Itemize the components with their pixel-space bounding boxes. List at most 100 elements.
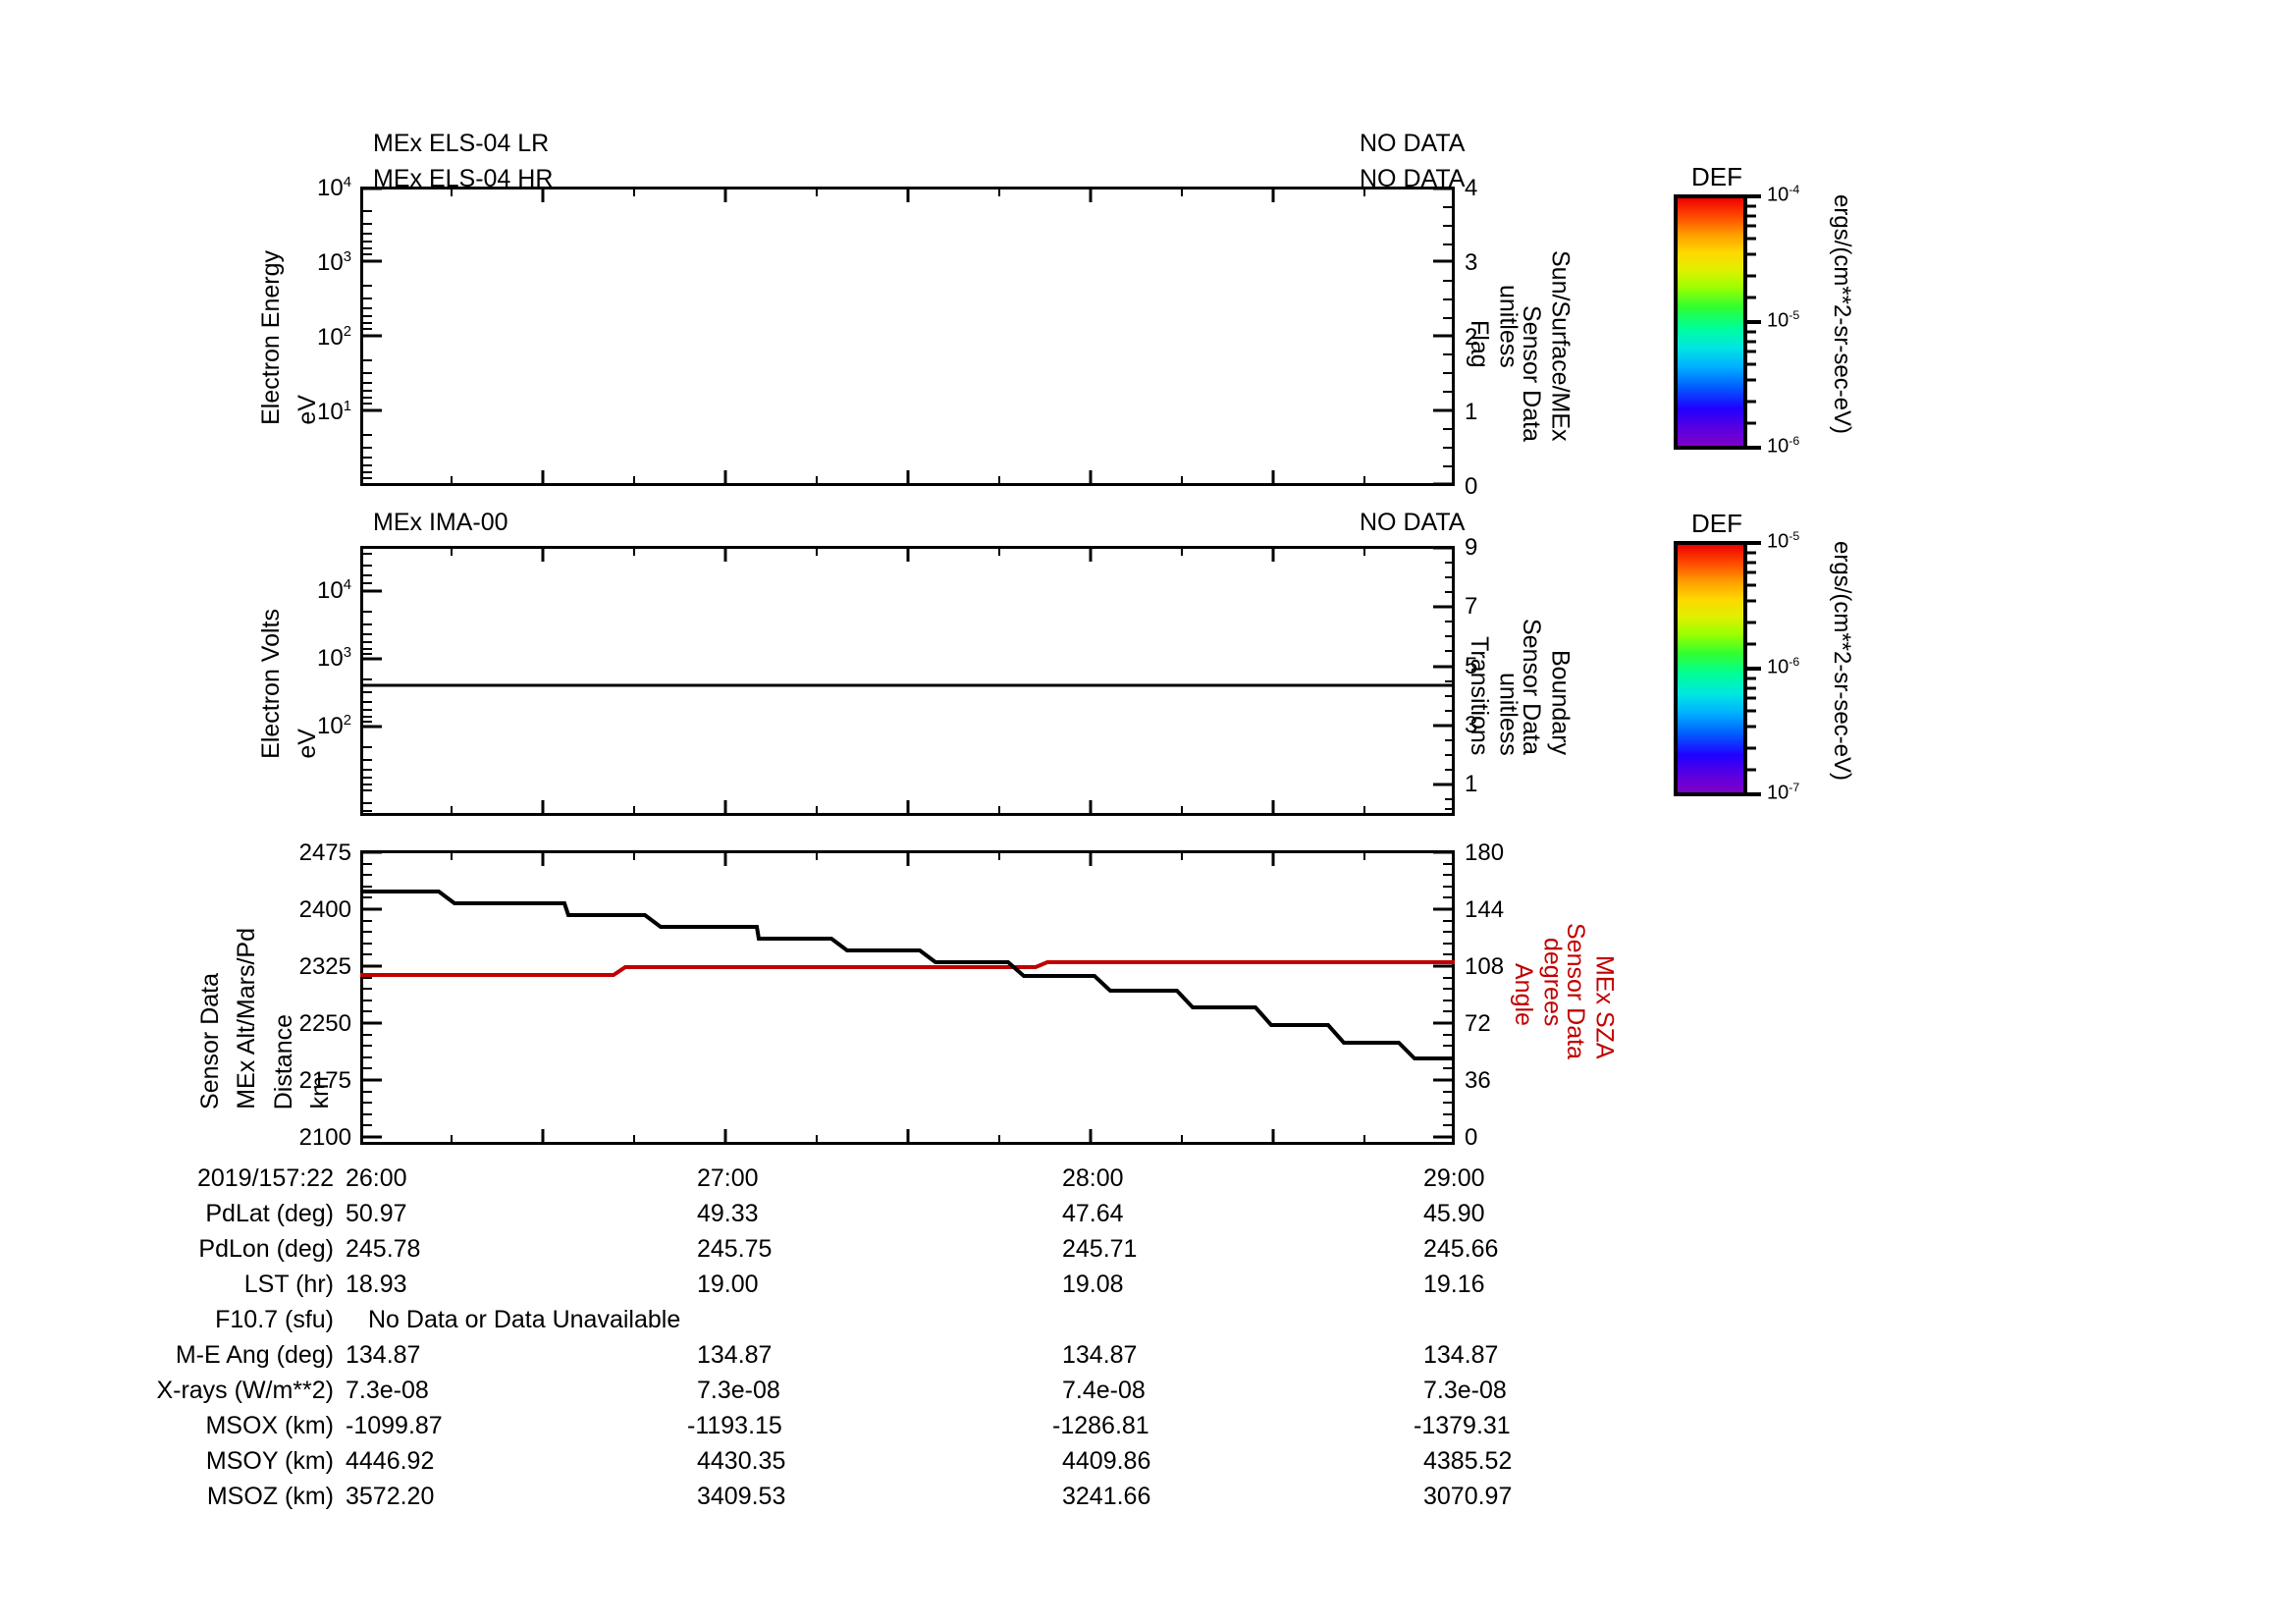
colorbar1-tick-bot: 10-6 <box>1767 434 1800 458</box>
panel3-ytick-3: 2250 <box>298 1010 351 1037</box>
panel2-ylabel: Electron Volts eV <box>257 609 322 764</box>
footer-row-7-col-0: -1099.87 <box>346 1412 443 1439</box>
panel2-right-ytick-4: 1 <box>1465 771 1478 797</box>
colorbar2-unit-label: ergs/(cm**2-sr-sec-eV) <box>1829 541 1855 782</box>
panel3-ytick-2: 2325 <box>298 953 351 980</box>
footer-row-7-col-2: -1286.81 <box>1052 1412 1149 1439</box>
colorbar2-tick-mid: 10-6 <box>1767 655 1800 678</box>
panel-altitude-sza-plot <box>360 850 1455 1145</box>
panel3-right-ytick-4: 36 <box>1465 1067 1491 1094</box>
footer-row-2-col-0: 245.78 <box>346 1235 421 1263</box>
colorbar2-tick-bot: 10-7 <box>1767 781 1800 804</box>
panel3-raxis-line3: Angle <box>1510 963 1537 1027</box>
panel3-ytick-1: 2400 <box>298 896 351 923</box>
footer-row-9-col-2: 3241.66 <box>1062 1483 1151 1510</box>
panel1-right-axis-subtitle: Flag unitless <box>1465 285 1522 373</box>
panel3-raxis-line4: degrees <box>1538 938 1567 1027</box>
panel1-raxis-line3: Flag <box>1466 320 1493 368</box>
footer-row-8-col-1: 4430.35 <box>697 1447 786 1475</box>
footer-row-0-col-0: 26:00 <box>346 1164 407 1192</box>
footer-row-label-2: PdLon (deg) <box>198 1235 334 1263</box>
panel1-right-ytick-0: 4 <box>1465 175 1478 201</box>
footer-row-6-col-1: 7.3e-08 <box>697 1377 780 1404</box>
panel2-header-right-1: NO DATA <box>1360 509 1466 536</box>
footer-row-label-7: MSOX (km) <box>205 1412 334 1439</box>
footer-row-8-col-2: 4409.86 <box>1062 1447 1151 1475</box>
colorbar1-title: DEF <box>1691 162 1742 191</box>
panel1-right-ytick-1: 3 <box>1465 249 1478 276</box>
colorbar2-gradient <box>1674 541 1747 796</box>
footer-row-2-col-1: 245.75 <box>697 1235 773 1263</box>
footer-row-9-col-0: 3572.20 <box>346 1483 435 1510</box>
panel2-ytick-1: 103 <box>317 645 351 672</box>
panel1-ytick-2: 102 <box>317 324 351 351</box>
panel3-ytick-5: 2100 <box>298 1124 351 1151</box>
footer-row-3-col-0: 18.93 <box>346 1271 407 1298</box>
footer-row-3-col-3: 19.16 <box>1423 1271 1485 1298</box>
panel2-ytick-2: 102 <box>317 713 351 739</box>
footer-row-label-6: X-rays (W/m**2) <box>156 1377 334 1404</box>
footer-row-5-col-1: 134.87 <box>697 1341 773 1369</box>
altitude-distance-line <box>360 890 1455 1060</box>
panel1-right-ytick-4: 0 <box>1465 473 1478 500</box>
colorbar1-ticks <box>1747 194 1761 450</box>
panel2-raxis-line1: Sensor Data <box>1518 619 1545 755</box>
footer-row-0-col-1: 27:00 <box>697 1164 759 1192</box>
panel3-right-axis-title: Sensor Data MEx SZA <box>1561 923 1618 1064</box>
panel-electron-volts-plot <box>360 546 1455 816</box>
footer-row-5-col-2: 134.87 <box>1062 1341 1138 1369</box>
panel1-header-left-1: MEx ELS-04 LR <box>373 130 550 157</box>
panel3-raxis-line1: Sensor Data <box>1562 923 1589 1059</box>
footer-row-8-col-0: 4446.92 <box>346 1447 435 1475</box>
footer-row-1-col-1: 49.33 <box>697 1200 759 1227</box>
footer-row-5-col-3: 134.87 <box>1423 1341 1499 1369</box>
panel3-ylabel-line2: MEx Alt/Mars/Pd <box>233 928 261 1109</box>
panel2-right-ytick-1: 7 <box>1465 593 1478 620</box>
panel3-raxis-line2: MEx SZA <box>1590 955 1619 1059</box>
footer-row-4-nodata-message: No Data or Data Unavailable <box>368 1306 681 1333</box>
panel3-ytick-4: 2175 <box>298 1067 351 1094</box>
footer-row-label-1: PdLat (deg) <box>205 1200 334 1227</box>
panel2-raxis-line4: unitless <box>1494 672 1522 756</box>
panel1-raxis-line4: unitless <box>1494 285 1522 368</box>
footer-row-label-9: MSOZ (km) <box>206 1483 334 1510</box>
footer-row-1-col-0: 50.97 <box>346 1200 407 1227</box>
panel-electron-energy-plot <box>360 187 1455 486</box>
footer-row-label-0: 2019/157:22 <box>196 1164 334 1192</box>
footer-row-0-col-2: 28:00 <box>1062 1164 1124 1192</box>
footer-row-6-col-0: 7.3e-08 <box>346 1377 429 1404</box>
colorbar2-ticks <box>1747 541 1761 796</box>
panel3-ylabel-line1: Sensor Data <box>196 972 224 1109</box>
footer-row-label-3: LST (hr) <box>243 1271 334 1298</box>
panel2-ticks-and-data <box>360 546 1455 816</box>
panel1-ytick-1: 103 <box>317 249 351 276</box>
footer-row-3-col-1: 19.00 <box>697 1271 759 1298</box>
footer-row-label-4: F10.7 (sfu) <box>215 1306 334 1333</box>
panel3-right-axis-subtitle: Angle degrees <box>1509 938 1566 1031</box>
footer-row-label-5: M-E Ang (deg) <box>175 1341 334 1369</box>
sza-angle-line <box>360 960 1455 977</box>
panel1-header-right-1: NO DATA <box>1360 130 1466 157</box>
footer-row-3-col-2: 19.08 <box>1062 1271 1124 1298</box>
panel2-right-axis-subtitle: Transitions unitless <box>1465 636 1522 760</box>
panel3-ytick-0: 2475 <box>298 839 351 866</box>
panel3-right-ytick-2: 108 <box>1465 953 1505 980</box>
panel3-right-ytick-5: 0 <box>1465 1124 1478 1151</box>
footer-row-7-col-3: -1379.31 <box>1414 1412 1511 1439</box>
footer-row-9-col-1: 3409.53 <box>697 1483 786 1510</box>
panel2-right-ytick-0: 9 <box>1465 534 1478 561</box>
footer-row-label-8: MSOY (km) <box>205 1447 334 1475</box>
colorbar1-tick-top: 10-4 <box>1767 183 1800 206</box>
panel1-right-ytick-2: 2 <box>1465 324 1478 351</box>
panel1-right-ytick-3: 1 <box>1465 399 1478 425</box>
panel2-right-axis-title: Sensor Data Boundary <box>1517 619 1574 760</box>
panel1-ytick-3: 101 <box>317 399 351 425</box>
panel3-right-ytick-1: 144 <box>1465 896 1505 923</box>
footer-row-5-col-0: 134.87 <box>346 1341 421 1369</box>
footer-row-6-col-2: 7.4e-08 <box>1062 1377 1146 1404</box>
colorbar1-tick-mid: 10-5 <box>1767 308 1800 332</box>
panel1-raxis-line2: Sun/Surface/MEx <box>1546 250 1575 442</box>
colorbar1-gradient <box>1674 194 1747 450</box>
panel1-raxis-line1: Sensor Data <box>1518 304 1545 442</box>
panel2-header-left-1: MEx IMA-00 <box>373 509 508 536</box>
